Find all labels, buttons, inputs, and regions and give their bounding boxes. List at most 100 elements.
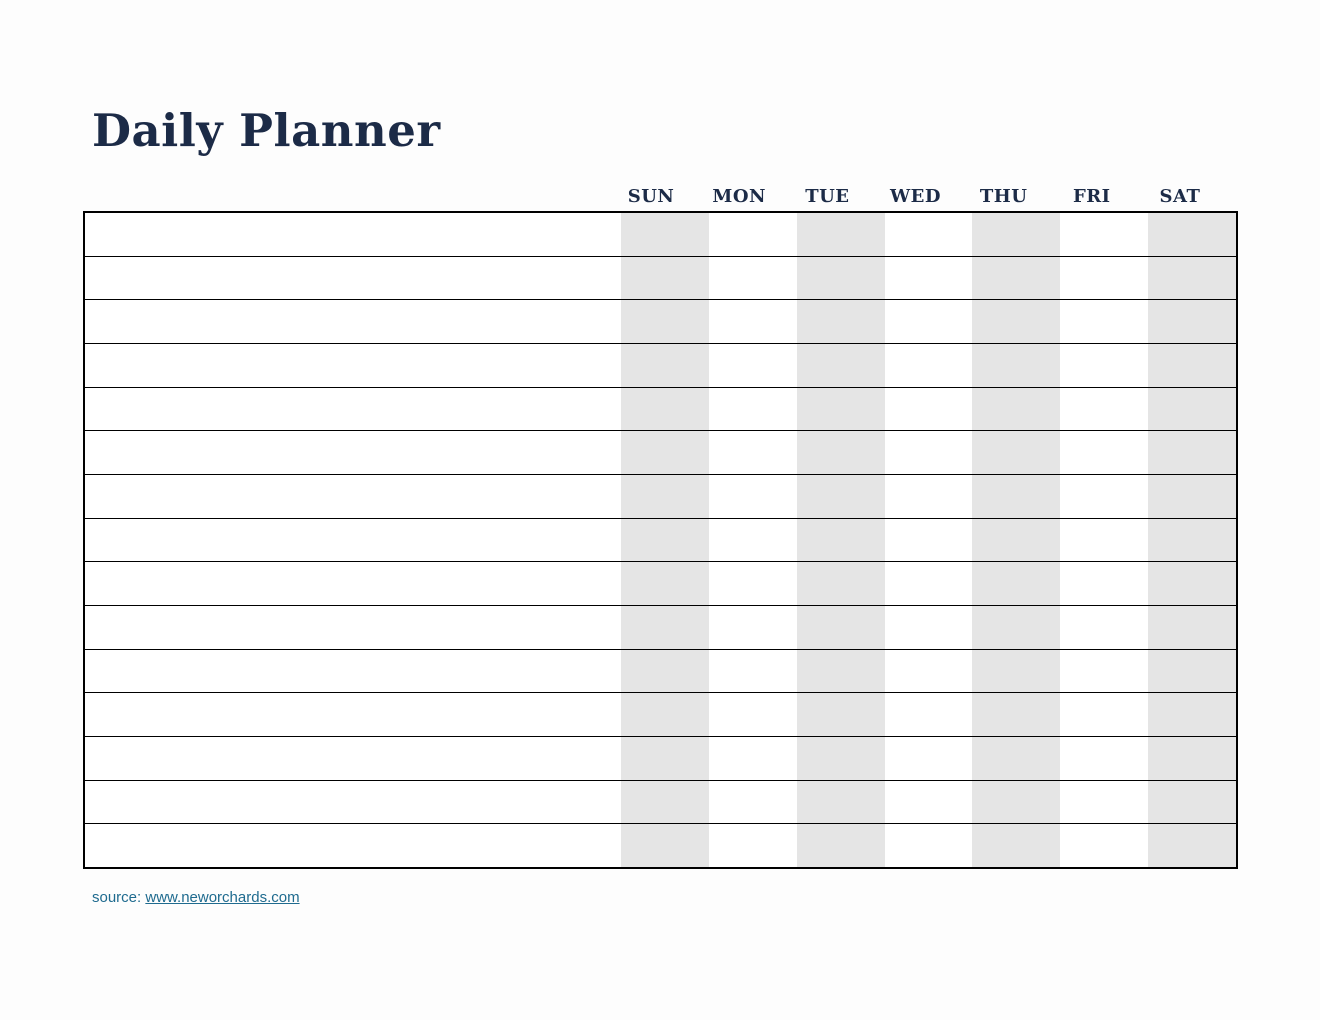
day-cell-fri [1060,475,1148,518]
row-notes-cell [85,606,621,649]
page-title: Daily Planner [92,104,441,157]
day-cell-tue [796,824,885,868]
day-cell-fri [1060,519,1148,562]
day-cell-wed [885,300,973,343]
day-cell-sun [621,344,709,387]
table-row [85,736,1237,780]
day-cell-tue [796,344,885,387]
day-cell-mon [709,257,797,300]
day-cell-sat [1148,649,1237,693]
day-cell-sat [1148,562,1237,606]
day-cell-mon [709,475,797,518]
day-cell-tue [796,780,885,824]
table-row [85,213,1237,256]
table-row [85,474,1237,518]
day-cell-sat [1148,780,1237,824]
source-line: source: www.neworchards.com [92,889,300,906]
table-row [85,605,1237,649]
day-cell-fri [1060,213,1148,256]
day-cell-wed [885,257,973,300]
day-cell-sat [1148,256,1237,300]
day-cell-thu [972,213,1061,256]
row-notes-cell [85,300,621,343]
day-cell-thu [972,780,1061,824]
row-notes-cell [85,344,621,387]
day-cell-tue [796,387,885,431]
day-cell-wed [885,213,973,256]
day-cell-thu [972,475,1061,518]
day-header-sat: SAT [1159,186,1201,207]
day-cell-thu [972,649,1061,693]
day-cell-wed [885,431,973,474]
day-cell-fri [1060,650,1148,693]
day-cell-sun [621,518,709,562]
day-cell-mon [709,737,797,780]
day-cell-fri [1060,606,1148,649]
day-cell-mon [709,606,797,649]
row-notes-cell [85,781,621,824]
day-cell-sun [621,256,709,300]
day-cell-mon [709,562,797,605]
day-cell-wed [885,388,973,431]
day-cell-sun [621,606,709,649]
day-cell-sun [621,780,709,824]
day-cell-thu [972,344,1061,387]
day-cell-fri [1060,781,1148,824]
row-notes-cell [85,257,621,300]
source-link[interactable]: www.neworchards.com [145,889,300,906]
source-label: source: [92,889,146,906]
row-notes-cell [85,519,621,562]
day-cell-thu [972,562,1061,606]
day-cell-sun [621,475,709,518]
row-notes-cell [85,737,621,780]
day-cell-tue [796,213,885,256]
day-cell-fri [1060,344,1148,387]
day-cell-mon [709,344,797,387]
day-cell-thu [972,824,1061,868]
row-notes-cell [85,562,621,605]
day-cell-thu [972,387,1061,431]
day-header-mon: MON [712,186,766,207]
row-notes-cell [85,213,621,256]
day-cell-sat [1148,475,1237,518]
day-cell-mon [709,431,797,474]
day-header-thu: THU [979,186,1028,207]
day-cell-sun [621,737,709,780]
day-cell-wed [885,693,973,736]
day-cell-fri [1060,300,1148,343]
day-cell-sat [1148,693,1237,737]
planner-table [83,211,1238,869]
table-row [85,517,1237,562]
day-cell-sun [621,649,709,693]
day-cell-sat [1148,213,1237,256]
day-header-wed: WED [889,186,942,207]
day-cell-tue [796,475,885,518]
day-cell-thu [972,518,1061,562]
day-cell-thu [972,256,1061,300]
day-cell-wed [885,562,973,605]
table-row [85,430,1237,475]
day-cell-fri [1060,562,1148,605]
day-cell-tue [796,562,885,606]
day-cell-mon [709,781,797,824]
table-row [85,299,1237,344]
day-cell-mon [709,213,797,256]
row-notes-cell [85,388,621,431]
day-cell-tue [796,693,885,737]
day-cell-tue [796,300,885,344]
day-header-tue: TUE [805,186,850,207]
day-cell-wed [885,650,973,693]
day-cell-mon [709,650,797,693]
day-cell-wed [885,344,973,387]
day-cell-sat [1148,606,1237,649]
row-notes-cell [85,824,621,867]
day-cell-wed [885,606,973,649]
row-notes-cell [85,693,621,736]
day-cell-thu [972,431,1061,475]
day-cell-sat [1148,737,1237,780]
day-cell-mon [709,519,797,562]
table-row [85,343,1237,387]
day-header-row: SUN MON TUE WED THU FRI SAT [83,185,1238,209]
day-cell-fri [1060,824,1148,867]
table-row [85,648,1237,693]
